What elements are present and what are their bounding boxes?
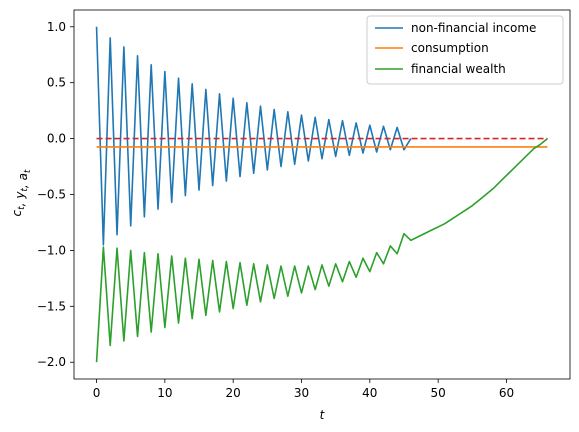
- legend: non-financial income consumption financi…: [366, 15, 564, 85]
- y-tick-label: −1.0: [37, 243, 66, 257]
- y-tick-label: −0.5: [37, 188, 66, 202]
- y-tick-label: 0.0: [47, 132, 66, 146]
- series-income-line: [95, 26, 412, 246]
- x-tick-label: 50: [431, 386, 446, 400]
- x-tick-label: 0: [93, 386, 101, 400]
- x-axis-label: t: [320, 408, 326, 422]
- x-tick-label: 40: [362, 386, 377, 400]
- legend-label-consumption: consumption: [411, 41, 489, 55]
- x-tick-label: 60: [499, 386, 514, 400]
- y-axis: 1.0 0.5 0.0 −0.5 −1.0 −1.5 −2.0: [37, 20, 74, 369]
- y-tick-label: −2.0: [37, 355, 66, 369]
- legend-label-income: non-financial income: [411, 21, 536, 35]
- plot-lines: [95, 26, 548, 363]
- series-wealth-line: [95, 137, 548, 363]
- x-tick-label: 10: [157, 386, 172, 400]
- legend-box: [366, 15, 564, 85]
- x-axis: 0 10 20 30 40 50 60: [93, 379, 514, 400]
- x-tick-label: 20: [226, 386, 241, 400]
- legend-label-wealth: financial wealth: [411, 62, 506, 76]
- y-tick-label: 1.0: [47, 20, 66, 34]
- y-axis-label: ct, yt, at: [10, 169, 33, 216]
- y-tick-label: 0.5: [47, 76, 66, 90]
- x-tick-label: 30: [294, 386, 309, 400]
- y-tick-label: −1.5: [37, 299, 66, 313]
